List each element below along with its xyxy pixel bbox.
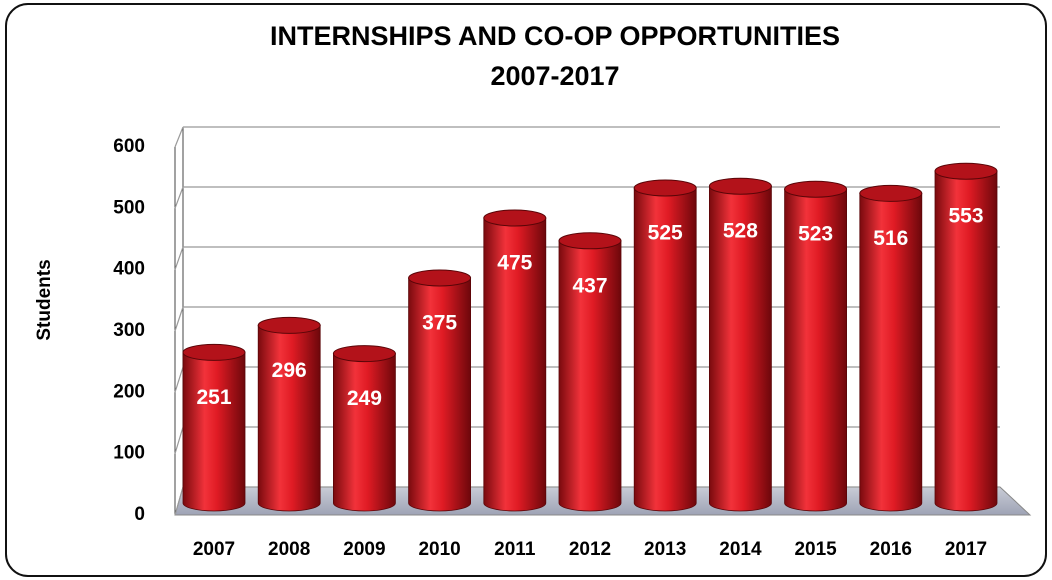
value-label: 296	[272, 359, 307, 382]
value-label: 375	[422, 312, 457, 335]
value-label: 528	[723, 220, 758, 243]
x-tick-label: 2007	[193, 539, 235, 560]
bar-top	[182, 343, 246, 361]
bar	[934, 170, 998, 512]
bar	[784, 188, 847, 512]
bar-top	[784, 180, 848, 198]
value-label: 523	[798, 223, 833, 246]
side-grid-line	[174, 186, 184, 209]
side-grid-line	[174, 366, 184, 393]
side-grid-line	[174, 426, 184, 454]
x-tick-label: 2010	[418, 539, 460, 560]
y-tick-label: 600	[113, 136, 145, 157]
x-tick-label: 2017	[945, 539, 987, 560]
bar	[483, 217, 547, 512]
value-label: 475	[497, 252, 532, 275]
bar-top	[483, 209, 547, 227]
y-tick-label: 200	[113, 381, 145, 402]
bar	[182, 352, 246, 512]
y-tick-label: 300	[113, 320, 145, 341]
side-grid-line	[174, 306, 184, 332]
bar	[859, 193, 923, 512]
bar-top	[934, 162, 998, 180]
bar-top	[859, 184, 923, 202]
y-axis-label: Students	[34, 259, 55, 340]
y-tick-label: 400	[113, 259, 145, 280]
bar	[257, 325, 321, 512]
bar-top	[332, 345, 396, 363]
x-tick-label: 2013	[644, 539, 686, 560]
side-grid-line	[174, 246, 184, 270]
value-label: 525	[648, 222, 683, 245]
x-tick-label: 2008	[268, 539, 310, 560]
value-label: 553	[948, 205, 983, 228]
bar	[709, 185, 772, 512]
bar	[333, 353, 396, 512]
value-label: 516	[873, 227, 908, 250]
y-tick-label: 100	[113, 443, 145, 464]
value-label: 249	[347, 387, 382, 410]
value-label: 437	[572, 274, 607, 297]
bar-top	[257, 316, 321, 334]
x-tick-label: 2014	[719, 539, 762, 560]
value-label: 251	[196, 386, 231, 409]
x-tick-label: 2016	[870, 539, 912, 560]
chart-subtitle: 2007-2017	[490, 61, 619, 91]
bar-top	[408, 269, 472, 287]
x-tick-label: 2011	[494, 539, 536, 560]
x-tick-label: 2012	[569, 539, 611, 560]
y-tick-label: 500	[113, 197, 145, 218]
bar-top	[633, 179, 697, 197]
bar-top	[708, 177, 772, 195]
y-tick-label: 0	[134, 504, 145, 525]
x-tick-label: 2015	[794, 539, 837, 560]
side-grid-line	[174, 486, 184, 516]
chart-title: INTERNSHIPS AND CO-OP OPPORTUNITIES	[270, 21, 840, 51]
bar	[408, 277, 471, 512]
x-tick-label: 2009	[343, 539, 385, 560]
bar	[633, 187, 697, 512]
bar	[558, 240, 622, 512]
side-grid-line	[174, 126, 184, 148]
bar-top	[558, 232, 622, 250]
